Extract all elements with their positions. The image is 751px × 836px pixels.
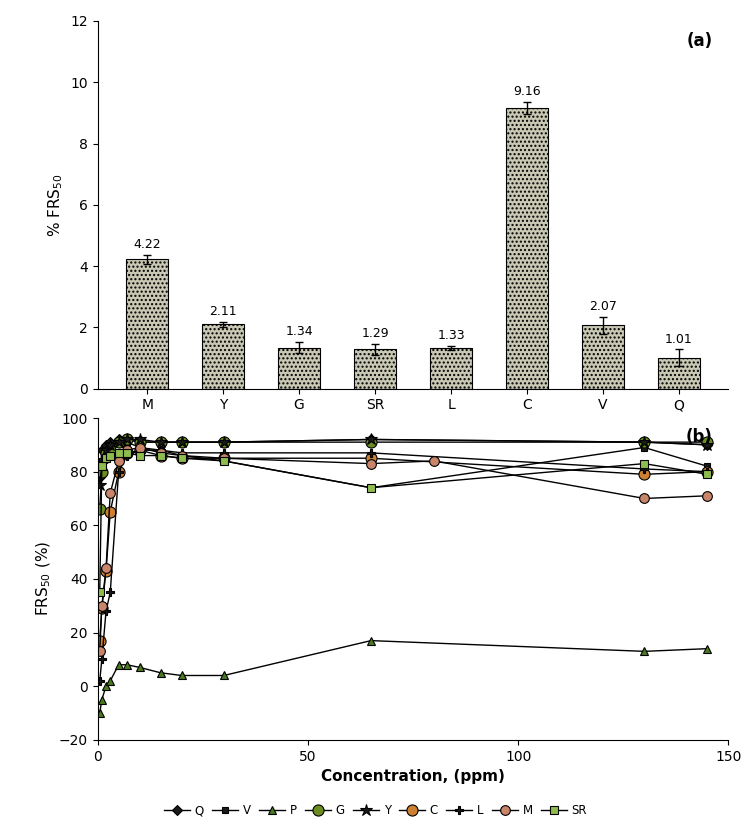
- Text: (b): (b): [686, 428, 713, 446]
- Text: 2.11: 2.11: [210, 305, 237, 318]
- Text: 1.01: 1.01: [665, 333, 692, 345]
- Y-axis label: % FRS$_{50}$: % FRS$_{50}$: [46, 173, 65, 237]
- Text: 1.34: 1.34: [285, 325, 313, 339]
- Bar: [506, 108, 548, 389]
- Text: 2.07: 2.07: [589, 300, 617, 313]
- Text: 4.22: 4.22: [134, 238, 161, 251]
- Bar: [202, 324, 244, 389]
- Bar: [430, 348, 472, 389]
- Bar: [582, 325, 624, 389]
- Bar: [354, 349, 396, 389]
- X-axis label: Turmeric from different soils: Turmeric from different soils: [291, 418, 535, 433]
- Text: 1.33: 1.33: [437, 329, 465, 342]
- Text: (a): (a): [686, 32, 713, 50]
- Bar: [278, 348, 320, 389]
- Y-axis label: FRS$_{50}$ (%): FRS$_{50}$ (%): [35, 542, 53, 616]
- Bar: [126, 259, 168, 389]
- Bar: [658, 358, 700, 389]
- Legend: Q, V, P, G, Y, C, L, M, SR: Q, V, P, G, Y, C, L, M, SR: [159, 799, 592, 822]
- X-axis label: Concentration, (ppm): Concentration, (ppm): [321, 769, 505, 784]
- Text: 9.16: 9.16: [513, 85, 541, 98]
- Text: 1.29: 1.29: [361, 327, 389, 340]
